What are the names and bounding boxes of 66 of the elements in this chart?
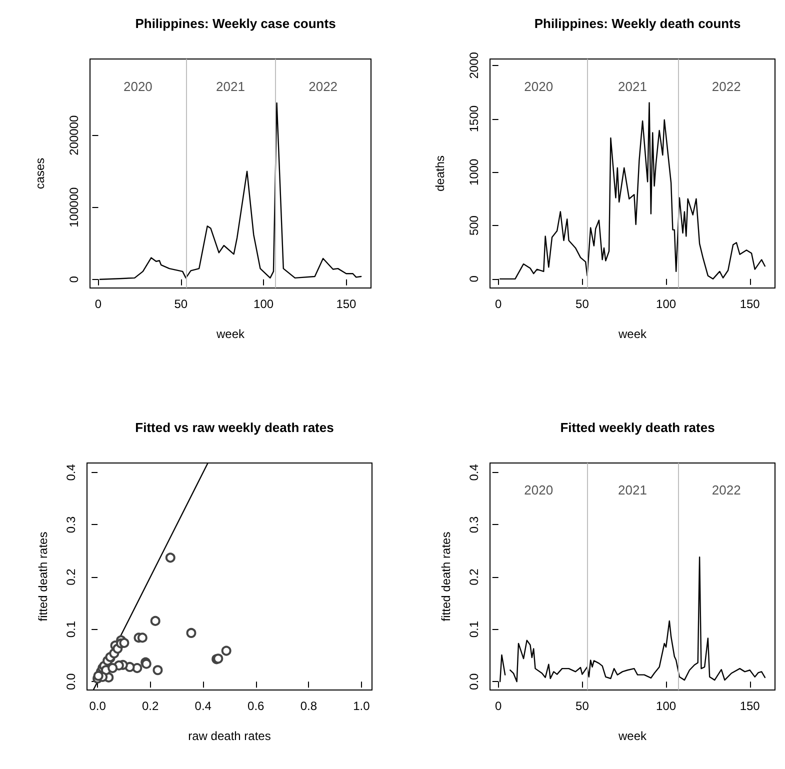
point: [132, 663, 142, 674]
y-tick-label: 0: [67, 276, 81, 283]
x-tick-label: 50: [174, 297, 188, 311]
point: [221, 646, 232, 656]
x-tick-label: 150: [336, 297, 357, 311]
y-axis-title: deaths: [433, 155, 447, 192]
y-tick-label: 0.2: [64, 568, 78, 586]
y-tick-label: 500: [467, 215, 481, 236]
x-tick-label: 50: [576, 699, 590, 713]
y-tick-label: 2000: [467, 52, 481, 79]
x-tick-label: 100: [656, 699, 676, 713]
y-tick-label: 1000: [467, 158, 481, 186]
x-tick-label: 0.2: [142, 699, 159, 713]
y-axis-title: fitted death rates: [439, 532, 453, 622]
annotation: 2022: [712, 482, 741, 498]
y-tick-label: 0.4: [467, 464, 481, 481]
annotation: 2022: [308, 78, 338, 94]
annotation: 2021: [618, 78, 647, 94]
x-tick-label: 0.8: [300, 699, 318, 713]
point: [186, 628, 196, 638]
y-tick-label: 0.1: [64, 620, 78, 638]
x-tick-label: 0.6: [248, 699, 265, 713]
point: [165, 552, 176, 563]
x-tick-label: 100: [254, 297, 274, 311]
chart-title: Fitted vs raw weekly death rates: [135, 420, 334, 435]
x-tick-label: 0.4: [194, 699, 212, 713]
y-axis-title: fitted death rates: [36, 532, 50, 622]
annotation: 2021: [216, 78, 245, 94]
x-axis-title: week: [617, 327, 648, 341]
point: [152, 665, 163, 676]
x-tick-label: 0: [495, 297, 502, 311]
x-tick-label: 150: [740, 699, 760, 713]
x-axis-title: raw death rates: [188, 729, 271, 743]
y-tick-label: 0.3: [467, 516, 481, 534]
x-tick-label: 0: [94, 297, 102, 311]
annotation: 2020: [524, 78, 554, 94]
chart-title: Philippines: Weekly case counts: [135, 16, 336, 31]
y-tick-label: 200000: [67, 114, 81, 156]
x-tick-label: 0.0: [89, 699, 106, 713]
y-tick-label: 0.4: [64, 464, 78, 481]
y-tick-label: 1500: [467, 105, 481, 132]
annotation: 2022: [712, 78, 741, 94]
x-tick-label: 0: [495, 699, 502, 713]
point: [150, 616, 160, 626]
chart-title: Philippines: Weekly death counts: [534, 16, 741, 31]
annotation: 2020: [123, 78, 152, 94]
x-axis-title: week: [215, 327, 246, 341]
point: [108, 663, 118, 674]
y-tick-label: 0.3: [64, 516, 78, 534]
x-tick-label: 50: [576, 297, 590, 311]
y-tick-label: 0.2: [467, 568, 481, 586]
x-tick-label: 100: [656, 297, 676, 311]
x-axis-title: week: [617, 729, 648, 743]
x-tick-label: 1.0: [353, 699, 370, 713]
point: [137, 632, 148, 643]
y-tick-label: 0.0: [467, 672, 481, 690]
y-tick-label: 100000: [67, 187, 81, 228]
chart-title: Fitted weekly death rates: [560, 420, 715, 435]
y-tick-label: 0.1: [467, 620, 481, 638]
y-tick-label: 0.0: [64, 672, 78, 690]
x-tick-label: 150: [740, 297, 760, 311]
annotation: 2021: [618, 482, 647, 498]
y-tick-label: 0: [467, 275, 481, 282]
point: [119, 638, 130, 648]
annotation: 2020: [524, 482, 554, 498]
y-axis-title: cases: [33, 158, 47, 190]
